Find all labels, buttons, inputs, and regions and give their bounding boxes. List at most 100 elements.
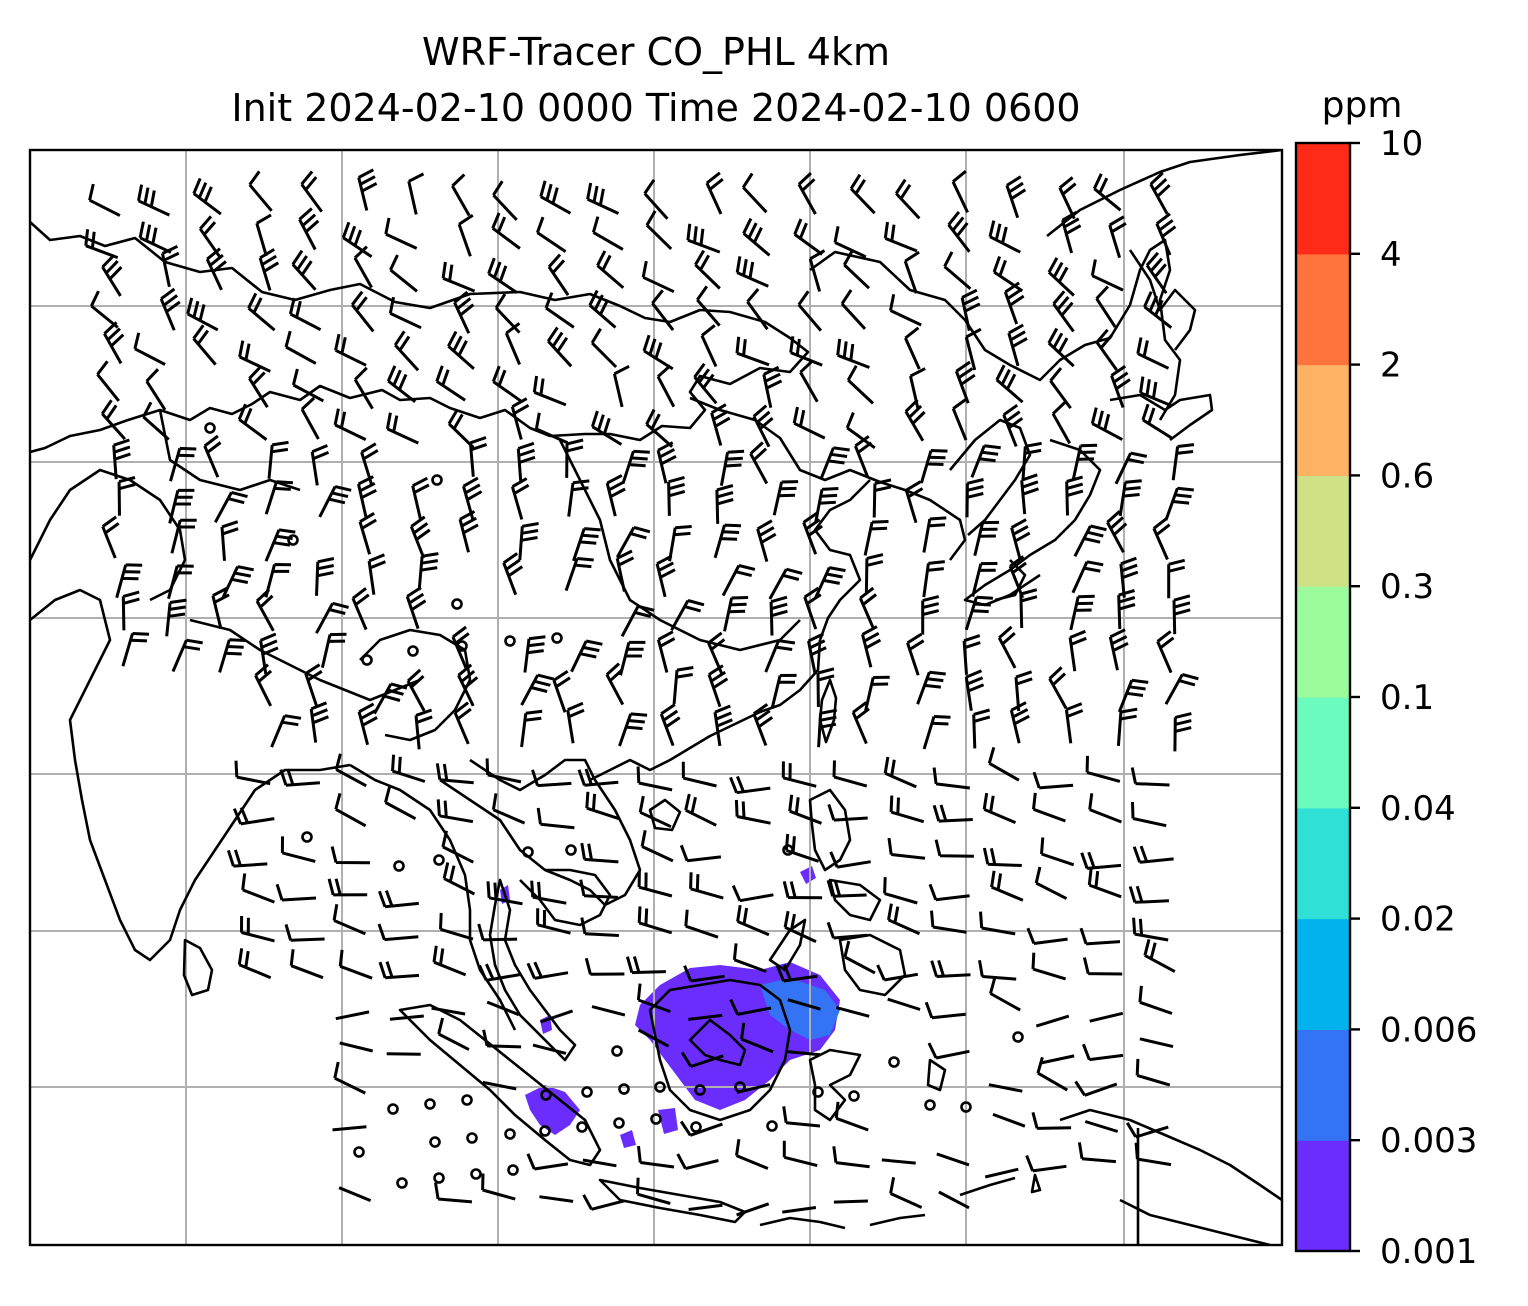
wind-barb <box>393 330 420 372</box>
wind-barb <box>832 1146 870 1169</box>
wind-barb <box>922 516 947 553</box>
wind-barb <box>667 475 686 516</box>
calm-wind-marker <box>204 422 216 434</box>
wind-barb <box>784 833 820 863</box>
wind-barb <box>670 599 705 631</box>
border-inland-1 <box>359 628 472 742</box>
calm-wind-marker <box>611 1045 623 1057</box>
wind-barb <box>291 249 317 291</box>
wind-barb <box>1064 702 1084 744</box>
wind-barb <box>992 255 1024 293</box>
wind-barb <box>764 639 796 673</box>
coastline-indochina <box>439 758 642 907</box>
wind-barb <box>491 212 521 250</box>
wind-barb <box>544 292 575 329</box>
wind-barb <box>1026 927 1068 945</box>
coastline-okhotsk <box>1046 150 1282 238</box>
wind-barb <box>280 836 316 863</box>
wind-barb <box>1095 285 1117 328</box>
wind-barb <box>226 849 268 868</box>
wind-barb <box>655 554 676 598</box>
coastline-java <box>598 1178 747 1224</box>
border-inland-2 <box>30 468 187 602</box>
wind-barb <box>570 639 603 673</box>
wind-barb <box>943 251 972 290</box>
wind-barb <box>1114 451 1148 485</box>
wind-barb <box>377 890 419 909</box>
wind-barb <box>417 552 439 591</box>
wind-barb <box>580 917 619 937</box>
wind-barb <box>378 961 420 980</box>
wind-barb <box>386 365 417 403</box>
wind-barb <box>1143 291 1173 329</box>
wind-barb <box>434 1182 473 1204</box>
wind-barb <box>218 638 246 673</box>
wind-barb <box>582 1194 625 1211</box>
wind-barb <box>713 523 742 559</box>
wind-barb <box>808 249 826 292</box>
calm-wind-marker <box>301 831 313 843</box>
wind-barb <box>930 959 971 978</box>
wind-barb <box>826 921 868 940</box>
wind-barb <box>1065 475 1084 516</box>
wind-barb <box>1164 673 1199 705</box>
wind-barb <box>103 321 125 365</box>
wind-barb <box>605 662 625 706</box>
coastline-mindanao <box>838 933 907 997</box>
wind-barb <box>1135 1058 1171 1087</box>
wind-barb <box>518 522 539 561</box>
wind-barb <box>731 884 774 903</box>
wind-barb <box>1052 290 1075 333</box>
wind-barb <box>237 403 268 441</box>
wind-barb <box>864 675 890 712</box>
wind-barb <box>457 663 479 707</box>
wind-barb <box>453 701 472 745</box>
wind-barb <box>781 761 817 788</box>
wind-barb <box>535 216 567 253</box>
wind-barb <box>1136 337 1170 370</box>
wind-barb <box>502 552 524 596</box>
wind-barb <box>734 799 771 825</box>
wind-barb <box>719 449 745 486</box>
wind-barb <box>807 632 827 675</box>
coastline-sakhalin <box>1128 249 1197 351</box>
wind-barb <box>636 983 671 1014</box>
coastline-philippines-visayas <box>828 878 882 922</box>
wind-barb <box>735 336 770 367</box>
wind-barb <box>96 360 120 402</box>
wind-barb <box>1081 1043 1124 1062</box>
calm-wind-marker <box>581 1086 593 1098</box>
plume-patch <box>800 866 816 884</box>
wind-barb <box>656 441 677 484</box>
wind-barb <box>532 1043 567 1055</box>
wind-barb <box>651 289 675 332</box>
wind-barb <box>267 440 289 479</box>
wind-barb <box>334 333 367 367</box>
wind-barb <box>161 244 180 288</box>
wind-barb <box>482 1029 522 1049</box>
wind-barb <box>762 365 783 409</box>
wind-barb <box>883 877 918 905</box>
plume-patch <box>760 978 840 1040</box>
calm-wind-marker <box>433 1172 445 1184</box>
wind-barb <box>100 399 127 441</box>
wind-barb <box>447 330 475 370</box>
wind-barb <box>142 401 170 441</box>
wind-barb <box>1009 701 1030 744</box>
wind-barb <box>88 183 121 217</box>
wind-barb <box>782 1140 818 1168</box>
coastline-malaya <box>488 878 577 1062</box>
colorbar-tick-label: 0.1 <box>1380 678 1434 718</box>
wind-barb <box>615 525 651 558</box>
coastline-gulf-thailand <box>519 868 612 927</box>
calm-wind-marker <box>470 1168 482 1180</box>
wind-barb <box>1084 1120 1119 1133</box>
wind-barb <box>863 520 889 556</box>
coastline-bohai <box>813 479 871 641</box>
wind-barb <box>982 792 1017 824</box>
wind-barb <box>881 1158 916 1165</box>
wind-barb <box>1119 556 1139 598</box>
wind-barb <box>729 775 771 795</box>
wind-barb <box>735 256 769 288</box>
wind-barb <box>315 557 335 596</box>
